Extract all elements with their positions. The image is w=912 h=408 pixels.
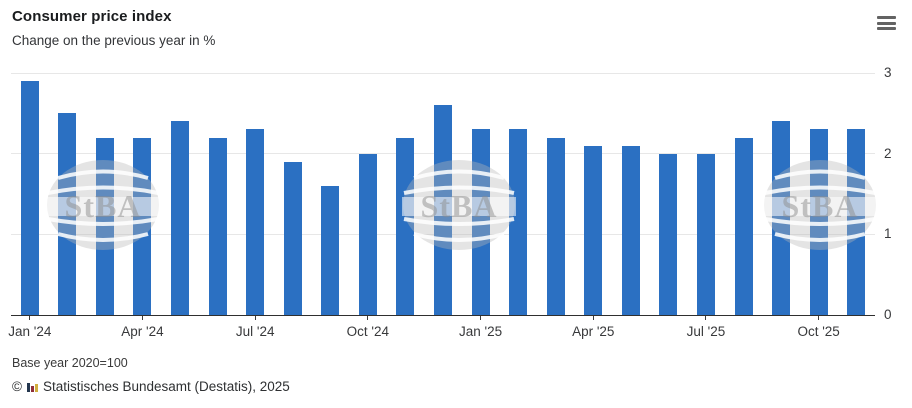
y-axis-label: 0 — [884, 307, 892, 322]
x-axis-tick — [592, 315, 594, 320]
hamburger-icon — [877, 16, 896, 19]
hamburger-icon — [877, 27, 896, 30]
bar-jun-24[interactable] — [208, 137, 227, 315]
bar-feb-25[interactable] — [509, 129, 528, 315]
bar-may-24[interactable] — [171, 121, 190, 315]
x-axis-tick — [254, 315, 256, 320]
bar-mar-25[interactable] — [546, 137, 565, 315]
bar-aug-25[interactable] — [734, 137, 753, 315]
bar-aug-24[interactable] — [283, 161, 302, 315]
bar-oct-24[interactable] — [358, 153, 377, 315]
x-axis-label: Apr '24 — [121, 324, 164, 339]
plot-area: Jan '24 Apr '24 Jul '24 Oct '24 Jan '25 Apr '… — [8, 72, 875, 339]
bar-apr-25[interactable] — [584, 145, 603, 315]
logo-bar — [34, 383, 38, 392]
x-axis-label: Jan '25 — [459, 324, 503, 339]
y-axis-label: 3 — [884, 65, 892, 80]
bar-nov-24[interactable] — [396, 137, 415, 315]
x-axis-tick — [141, 315, 143, 320]
x-axis-label: Jul '25 — [686, 324, 726, 339]
x-axis-label: Oct '24 — [346, 324, 390, 339]
x-axis-label: Jul '24 — [235, 324, 275, 339]
bar-jul-25[interactable] — [696, 153, 715, 315]
bar-jun-25[interactable] — [659, 153, 678, 315]
x-axis-tick — [29, 315, 31, 320]
chart-context-menu-button[interactable] — [877, 14, 897, 32]
chart-subtitle: Change on the previous year in % — [12, 33, 216, 48]
x-axis-tick — [367, 315, 369, 320]
logo-bar — [26, 382, 30, 392]
x-axis-label: Apr '25 — [572, 324, 615, 339]
destatis-logo-icon — [26, 382, 38, 392]
x-axis-line — [11, 314, 875, 316]
hamburger-icon — [877, 21, 896, 25]
y-axis-label: 2 — [884, 145, 892, 161]
bar-nov-25[interactable] — [847, 129, 866, 315]
bar-sep-24[interactable] — [321, 185, 340, 315]
gridline — [11, 72, 875, 74]
bar-mar-24[interactable] — [95, 137, 114, 315]
bar-jan-24[interactable] — [20, 81, 39, 315]
y-axis-label: 1 — [884, 226, 892, 242]
chart-title: Consumer price index — [12, 8, 172, 25]
bar-oct-25[interactable] — [809, 129, 828, 315]
bar-feb-24[interactable] — [58, 113, 77, 315]
bar-may-25[interactable] — [621, 145, 640, 315]
bar-apr-24[interactable] — [133, 137, 152, 315]
bar-jul-24[interactable] — [246, 129, 265, 315]
x-axis-tick — [818, 315, 820, 320]
bar-jan-25[interactable] — [471, 129, 490, 315]
bar-sep-25[interactable] — [772, 121, 791, 315]
logo-bar — [30, 385, 34, 392]
x-axis-label: Jan '24 — [8, 324, 52, 339]
x-axis-tick — [705, 315, 707, 320]
copyright-line: © Statistisches Bundesamt (Destatis), 20… — [12, 379, 290, 394]
x-axis-tick — [480, 315, 482, 320]
source-text: Statistisches Bundesamt (Destatis), 2025 — [42, 379, 290, 394]
x-axis-label: Oct '25 — [797, 324, 840, 339]
copyright-symbol: © — [12, 379, 22, 394]
bar-dec-24[interactable] — [434, 105, 452, 315]
base-year-note: Base year 2020=100 — [12, 356, 128, 370]
